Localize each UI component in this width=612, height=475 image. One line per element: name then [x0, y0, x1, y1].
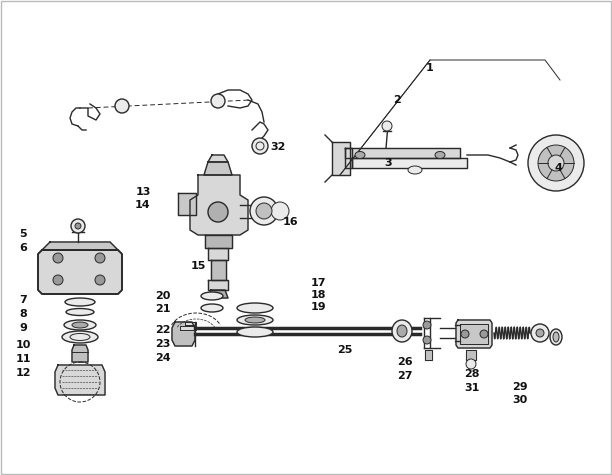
Ellipse shape — [201, 292, 223, 300]
Text: 21: 21 — [155, 304, 171, 314]
Text: 30: 30 — [512, 395, 528, 405]
Text: 4: 4 — [554, 163, 562, 173]
Polygon shape — [345, 148, 352, 168]
Circle shape — [75, 223, 81, 229]
Text: 26: 26 — [397, 357, 413, 367]
Ellipse shape — [245, 317, 265, 323]
Polygon shape — [172, 322, 195, 346]
Text: 19: 19 — [310, 302, 326, 312]
Ellipse shape — [355, 152, 365, 159]
Ellipse shape — [408, 166, 422, 174]
Polygon shape — [190, 175, 248, 235]
Text: 29: 29 — [512, 382, 528, 392]
Text: 28: 28 — [465, 369, 480, 379]
Polygon shape — [460, 324, 488, 344]
Ellipse shape — [62, 331, 98, 343]
Text: 20: 20 — [155, 291, 171, 301]
Ellipse shape — [397, 325, 407, 337]
Polygon shape — [425, 350, 432, 360]
Polygon shape — [208, 248, 228, 260]
Circle shape — [423, 321, 431, 329]
Polygon shape — [332, 142, 350, 175]
Polygon shape — [208, 280, 228, 290]
Text: 9: 9 — [19, 323, 27, 333]
Circle shape — [252, 138, 268, 154]
Ellipse shape — [201, 304, 223, 312]
Text: 25: 25 — [337, 345, 353, 355]
Circle shape — [271, 202, 289, 220]
Ellipse shape — [237, 303, 273, 313]
Polygon shape — [180, 326, 196, 330]
Ellipse shape — [550, 329, 562, 345]
Ellipse shape — [66, 308, 94, 315]
Circle shape — [528, 135, 584, 191]
Text: 5: 5 — [19, 229, 27, 239]
Ellipse shape — [72, 322, 88, 328]
Circle shape — [461, 330, 469, 338]
Polygon shape — [352, 158, 467, 168]
Circle shape — [250, 197, 278, 225]
Polygon shape — [208, 155, 228, 162]
Polygon shape — [72, 345, 88, 362]
Text: 22: 22 — [155, 325, 171, 335]
Polygon shape — [205, 235, 232, 248]
Text: 32: 32 — [271, 142, 286, 152]
Text: 11: 11 — [15, 354, 31, 364]
Text: 13: 13 — [135, 187, 151, 197]
Polygon shape — [345, 148, 460, 158]
Polygon shape — [456, 320, 492, 348]
Polygon shape — [178, 193, 196, 215]
Polygon shape — [208, 290, 228, 298]
Text: 10: 10 — [15, 340, 31, 350]
Text: 14: 14 — [135, 200, 151, 210]
Text: 18: 18 — [310, 290, 326, 300]
Polygon shape — [55, 365, 105, 395]
Ellipse shape — [553, 332, 559, 342]
Circle shape — [423, 336, 431, 344]
Text: 16: 16 — [282, 217, 298, 227]
Polygon shape — [204, 162, 232, 175]
Circle shape — [53, 253, 63, 263]
Circle shape — [53, 275, 63, 285]
Polygon shape — [185, 322, 196, 325]
Circle shape — [256, 203, 272, 219]
Circle shape — [115, 99, 129, 113]
Circle shape — [208, 202, 228, 222]
Text: 2: 2 — [393, 95, 401, 105]
Ellipse shape — [65, 298, 95, 306]
Circle shape — [382, 121, 392, 131]
Circle shape — [95, 253, 105, 263]
Ellipse shape — [392, 320, 412, 342]
Circle shape — [71, 219, 85, 233]
Text: 31: 31 — [465, 383, 480, 393]
Text: 3: 3 — [384, 158, 392, 168]
Ellipse shape — [237, 315, 273, 325]
Text: 12: 12 — [15, 368, 31, 378]
Text: 27: 27 — [397, 371, 412, 381]
Circle shape — [531, 324, 549, 342]
Text: 24: 24 — [155, 353, 171, 363]
Ellipse shape — [237, 327, 273, 337]
Polygon shape — [38, 250, 122, 294]
Circle shape — [548, 155, 564, 171]
Text: 8: 8 — [19, 309, 27, 319]
Polygon shape — [466, 350, 476, 360]
Circle shape — [466, 359, 476, 369]
Ellipse shape — [64, 320, 96, 330]
Circle shape — [95, 275, 105, 285]
Text: 6: 6 — [19, 243, 27, 253]
Ellipse shape — [435, 152, 445, 159]
Text: 17: 17 — [310, 278, 326, 288]
Circle shape — [536, 329, 544, 337]
Circle shape — [538, 145, 574, 181]
Circle shape — [211, 94, 225, 108]
Text: 15: 15 — [190, 261, 206, 271]
Text: 1: 1 — [426, 63, 434, 73]
Text: 23: 23 — [155, 339, 171, 349]
Text: 7: 7 — [19, 295, 27, 305]
Polygon shape — [211, 260, 226, 280]
Circle shape — [480, 330, 488, 338]
Polygon shape — [42, 242, 118, 250]
